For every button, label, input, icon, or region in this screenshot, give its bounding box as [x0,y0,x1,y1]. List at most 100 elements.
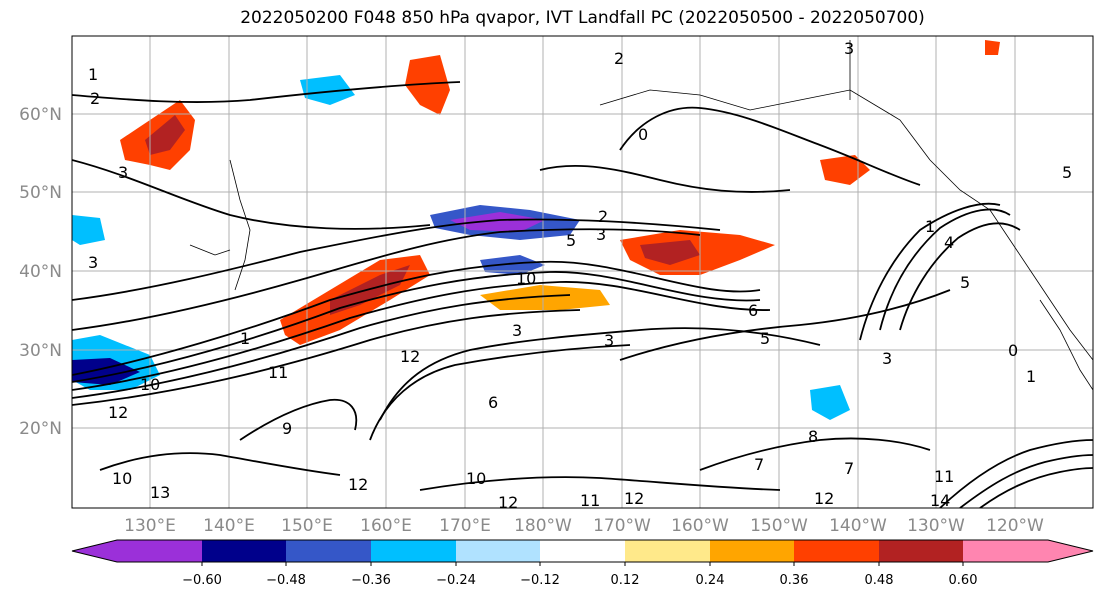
contour-label: 2 [614,49,624,68]
contour-label: 12 [348,475,368,494]
map-background [72,36,1093,508]
positive-anomaly-core [640,240,700,265]
contour-line [72,294,571,399]
contour-label: 3 [512,321,522,340]
colorbar-tick-label: −0.36 [351,573,391,588]
contour-label: 6 [748,301,758,320]
contour-label: 3 [604,331,614,350]
contour-label: 11 [268,363,288,382]
contour-line [72,281,771,391]
longitude-label: 120°W [986,516,1044,536]
contour-label: 2 [90,89,100,108]
contour-line [939,439,1093,508]
contour-label: 5 [960,273,970,292]
contour-line [979,467,1093,508]
contour-label: 3 [118,163,128,182]
contour-label: 12 [624,489,644,508]
contour-line [72,309,581,406]
contour-label: 11 [934,467,954,486]
contour-label: 1 [1026,367,1036,386]
latitude-label: 30°N [19,341,62,361]
contour-label: 5 [1062,163,1072,182]
map-frame [71,35,1094,509]
colorbar-tick-label: 0.24 [696,573,725,588]
latitude-label: 50°N [19,183,62,203]
contour-lines [72,81,1093,508]
contour-line [369,344,631,441]
colorbar-segment [879,540,964,562]
contour-label: 7 [754,455,764,474]
positive-anomaly-core [145,115,185,155]
colorbar-tick-label: −0.60 [182,573,222,588]
longitude-label: 170°E [439,516,491,536]
contour-line [619,289,951,361]
colorbar-tick-label: 0.60 [949,573,978,588]
colorbar-segment [286,540,372,562]
contour-label: 3 [882,349,892,368]
contour-label: 1 [925,217,935,236]
colorbar-segment [625,540,711,562]
longitude-axis: 130°E 140°E 150°E 160°E 170°E 180°W 170°… [124,516,1044,536]
coastlines [189,40,1093,391]
contour-label: 3 [844,39,854,58]
colorbar-segment [371,540,457,562]
longitude-label: 140°E [203,516,255,536]
negative-anomaly-region [480,255,545,275]
contour-label: 12 [400,347,420,366]
longitude-label: 150°W [750,516,808,536]
contour-label: 4 [944,233,954,252]
contour-line [619,106,921,186]
colorbar-segment [72,540,202,562]
colorbar-segment [540,540,626,562]
contour-label: 8 [808,427,818,446]
map-title: 2022050200 F048 850 hPa qvapor, IVT Land… [240,8,925,28]
positive-anomaly-region [985,40,1000,55]
positive-anomaly-region [480,285,610,310]
contour-line [959,454,1093,508]
colorbar-tick-label: 0.12 [611,573,640,588]
latitude-label: 20°N [19,419,62,439]
longitude-label: 180°W [514,516,572,536]
contour-label: 1 [240,329,250,348]
colorbar-segment [710,540,795,562]
longitude-label: 160°W [671,516,729,536]
contour-label: 3 [88,253,98,272]
contour-label: 10 [140,375,160,394]
colorbar-tick-label: 0.36 [780,573,809,588]
contour-label: 11 [580,491,600,510]
contour-label: 0 [638,125,648,144]
contour-label: 7 [844,459,854,478]
colorbar-tick-label: −0.24 [436,573,476,588]
contour-label: 12 [814,489,834,508]
positive-anomaly-core [330,265,410,315]
contour-line [699,437,931,471]
contour-line [239,398,358,441]
contour-label: 2 [598,207,608,226]
longitude-label: 130°W [907,516,965,536]
colorbar-tick-label: 0.48 [865,573,894,588]
contour-line [99,452,341,476]
colorbar-segment [963,540,1093,562]
contour-label: 0 [1008,341,1018,360]
contour-line [72,159,431,230]
contour-label: 3 [596,225,606,244]
contour-label-layer: 1 2 2 3 0 3 5 5 2 3 1 4 5 10 3 3 6 3 5 1… [88,39,1072,510]
longitude-label: 150°E [281,516,333,536]
contour-label: 5 [566,231,576,250]
contour-label: 14 [930,491,950,510]
contour-line [379,327,821,421]
contour-label: 12 [108,403,128,422]
longitude-label: 130°E [124,516,176,536]
negative-anomaly-region [300,75,355,105]
contour-label: 10 [516,269,536,288]
colorbar-segment [794,540,880,562]
colorbar-frame [71,539,1094,563]
negative-anomaly-core [450,212,545,232]
contour-line [899,222,1021,331]
contour-label: 5 [760,329,770,348]
longitude-label: 140°W [829,516,887,536]
latitude-label: 40°N [19,262,62,282]
contour-label: 13 [150,483,170,502]
longitude-label: 160°E [360,516,412,536]
